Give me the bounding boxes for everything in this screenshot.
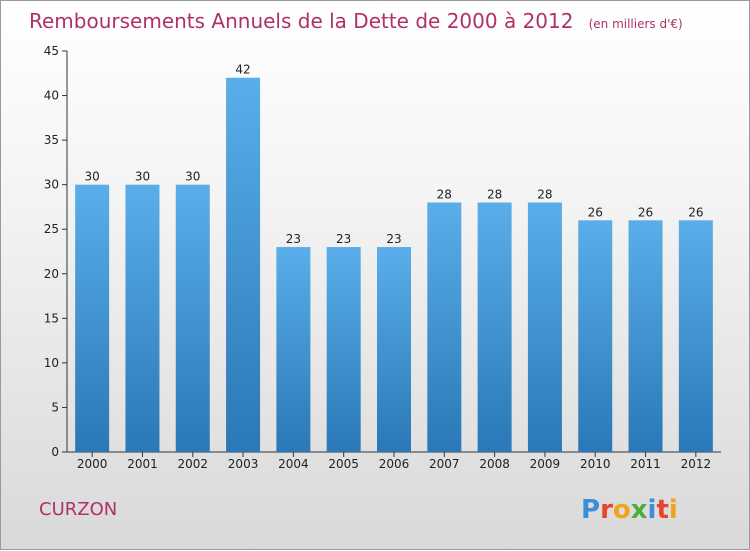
bar-2011 [628, 220, 663, 452]
x-tick-label: 2011 [630, 457, 661, 471]
y-tick-label: 10 [44, 356, 59, 370]
bar-value-label: 28 [537, 187, 552, 201]
y-tick-label: 20 [44, 267, 59, 281]
bar-2002 [175, 184, 210, 452]
chart-title: Remboursements Annuels de la Dette de 20… [29, 9, 683, 33]
bar-2010 [578, 220, 613, 452]
logo-letter: t [656, 495, 668, 525]
x-tick-label: 2007 [429, 457, 460, 471]
bar-value-label: 26 [638, 205, 653, 219]
bar-value-label: 26 [688, 205, 703, 219]
bar-value-label: 28 [437, 187, 452, 201]
x-tick-label: 2005 [328, 457, 359, 471]
logo-letter: i [669, 495, 678, 525]
x-tick-label: 2001 [127, 457, 158, 471]
bar-value-label: 28 [487, 187, 502, 201]
bar-2000 [75, 184, 110, 452]
logo-letter: x [631, 495, 648, 525]
chart-title-main: Remboursements Annuels de la Dette de 20… [29, 9, 573, 33]
bar-2003 [226, 77, 261, 452]
bar-value-label: 23 [336, 232, 351, 246]
x-tick-label: 2012 [681, 457, 712, 471]
y-tick-label: 35 [44, 133, 59, 147]
y-tick-label: 0 [51, 445, 59, 459]
x-tick-label: 2002 [177, 457, 208, 471]
axes: 0 5 10 15 20 25 30 35 40 45 2000 2001 2002 2003 2004 20… [44, 44, 721, 471]
x-tick-label: 2000 [77, 457, 108, 471]
y-tick-label: 25 [44, 222, 59, 236]
y-tick-label: 45 [44, 44, 59, 58]
bar-value-label: 23 [386, 232, 401, 246]
logo-letter: P [581, 495, 600, 525]
x-tick-label: 2006 [379, 457, 410, 471]
bar-value-label: 30 [85, 170, 100, 184]
logo-letter: o [613, 495, 631, 525]
bar-2008 [477, 202, 512, 452]
x-tick-label: 2010 [580, 457, 611, 471]
bar-value-label: 26 [588, 205, 603, 219]
y-tick-label: 40 [44, 89, 59, 103]
bar-2006 [377, 247, 411, 452]
bar-2005 [326, 247, 361, 452]
bar-value-label: 30 [135, 170, 150, 184]
proxiti-logo: Proxiti [581, 495, 678, 525]
y-tick-label: 15 [44, 311, 59, 325]
x-tick-label: 2003 [228, 457, 259, 471]
logo-letter: r [600, 495, 613, 525]
bar-2009 [527, 202, 562, 452]
x-tick-label: 2009 [530, 457, 561, 471]
y-tick-label: 30 [44, 178, 59, 192]
city-name: CURZON [39, 499, 117, 520]
bar-2007 [427, 202, 462, 452]
chart-title-unit: (en milliers d'€) [589, 17, 683, 31]
bar-value-label: 42 [235, 63, 250, 77]
bars: 30 30 30 42 23 23 23 28 28 28 26 26 26 [75, 63, 713, 452]
x-tick-label: 2008 [479, 457, 510, 471]
bar-2004 [276, 247, 311, 452]
bar-2012 [678, 220, 713, 452]
bar-2001 [125, 184, 160, 452]
bar-value-label: 30 [185, 170, 200, 184]
y-tick-label: 5 [51, 400, 59, 414]
bar-value-label: 23 [286, 232, 301, 246]
logo-letter: i [648, 495, 657, 525]
x-tick-label: 2004 [278, 457, 309, 471]
